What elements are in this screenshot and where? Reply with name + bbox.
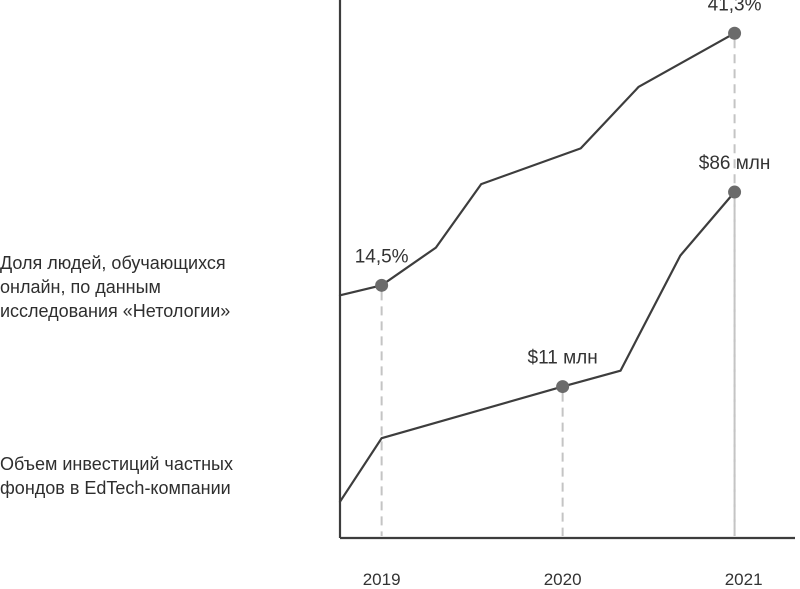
data-label-series-1-point-5: $86 млн [699,153,771,174]
series-lines [338,32,736,503]
marker-series-1-point-2 [556,380,570,394]
series-label-line: онлайн, по данным [0,277,161,297]
x-tick-labels: 2019 2020 2021 [363,570,763,589]
series-line-1 [338,190,736,503]
chart-axes [338,0,795,540]
data-labels: 14,5% 41,3% $11 млн $86 млн [355,0,771,369]
data-label-series-0-point-1: 14,5% [355,246,409,267]
data-label-series-0-point-6: 41,3% [708,0,762,15]
series-label-line: фондов в EdTech-компании [0,478,231,498]
droplines [380,39,736,536]
series-label-online-learning-share: Доля людей, обучающихся онлайн, по данны… [0,251,230,323]
x-tick-label-2021: 2021 [725,570,763,589]
series-label-line: исследования «Нетологии» [0,301,231,321]
marker-series-0-point-1 [375,278,389,292]
series-label-edtech-investments: Объем инвестиций частных фондов в EdTech… [0,452,233,500]
marker-series-1-point-5 [728,185,742,199]
series-label-line: Доля людей, обучающихся [0,253,226,273]
series-markers [375,26,742,394]
x-tick-label-2020: 2020 [544,570,582,589]
series-label-line: Объем инвестиций частных [0,454,233,474]
x-tick-label-2019: 2019 [363,570,401,589]
data-label-series-1-point-2: $11 млн [528,348,598,369]
marker-series-0-point-6 [728,26,742,40]
